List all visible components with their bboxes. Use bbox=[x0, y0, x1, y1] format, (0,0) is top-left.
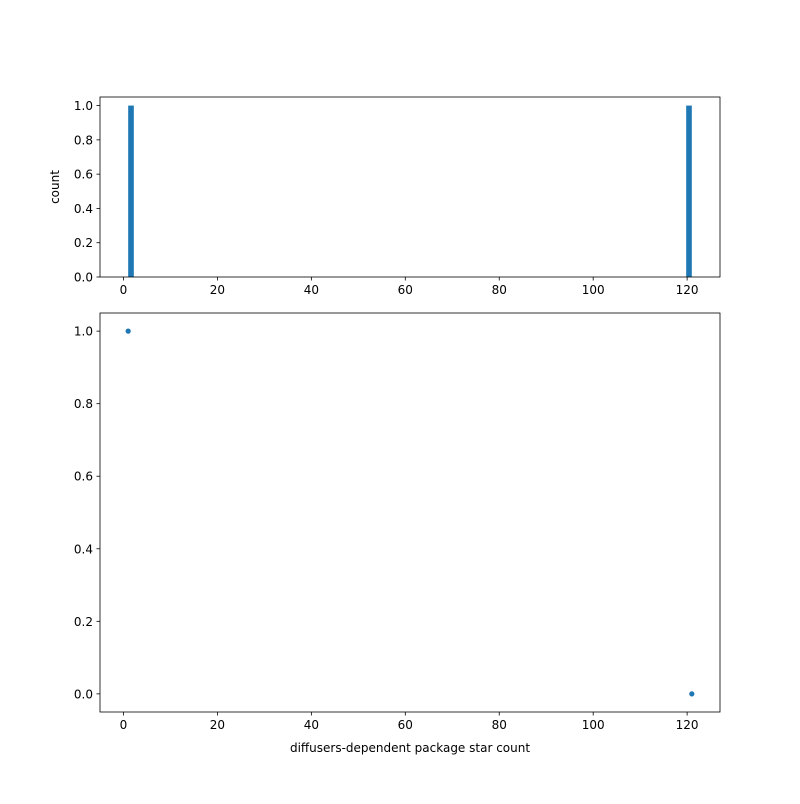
x-tick-label: 100 bbox=[582, 283, 605, 297]
x-tick-label: 0 bbox=[120, 283, 128, 297]
y-tick-label: 0.6 bbox=[74, 168, 93, 182]
x-tick-label: 60 bbox=[398, 718, 413, 732]
x-tick-label: 40 bbox=[304, 283, 319, 297]
y-tick-label: 0.2 bbox=[74, 615, 93, 629]
scatter-point bbox=[689, 691, 695, 697]
x-tick-label: 120 bbox=[676, 283, 699, 297]
y-tick-label: 0.0 bbox=[74, 271, 93, 285]
y-tick-label: 0.8 bbox=[74, 397, 93, 411]
y-tick-label: 1.0 bbox=[74, 325, 93, 339]
x-tick-label: 40 bbox=[304, 718, 319, 732]
histogram-axes: 0 20 40 60 80 100 120 0.0 0.2 0.4 0.6 0.8 1.0 bbox=[74, 96, 721, 297]
y-tick-label: 0.0 bbox=[74, 687, 93, 701]
x-tick-label: 120 bbox=[676, 718, 699, 732]
scatter-point bbox=[125, 328, 131, 334]
x-tick-label: 20 bbox=[210, 718, 225, 732]
x-tick-label: 80 bbox=[492, 718, 507, 732]
axes-frame bbox=[99, 96, 721, 278]
histogram-y-axis-label: count bbox=[48, 170, 62, 204]
x-tick-label: 60 bbox=[398, 283, 413, 297]
axes-frame bbox=[99, 312, 721, 713]
x-tick-label: 100 bbox=[582, 718, 605, 732]
x-tick-label: 80 bbox=[492, 283, 507, 297]
histogram-bar bbox=[128, 105, 134, 277]
y-tick-label: 0.8 bbox=[74, 133, 93, 147]
y-tick-label: 0.2 bbox=[74, 236, 93, 250]
histogram-bar bbox=[686, 105, 692, 277]
y-tick-label: 0.4 bbox=[74, 202, 93, 216]
scatter-axes: 0 20 40 60 80 100 120 0.0 0.2 0.4 0.6 0.8 1.0 bbox=[74, 312, 721, 732]
y-tick-label: 0.4 bbox=[74, 542, 93, 556]
y-tick-label: 0.6 bbox=[74, 470, 93, 484]
scatter-x-axis-label: diffusers-dependent package star count bbox=[290, 741, 530, 755]
x-tick-label: 0 bbox=[120, 718, 128, 732]
y-tick-label: 1.0 bbox=[74, 99, 93, 113]
x-tick-label: 20 bbox=[210, 283, 225, 297]
